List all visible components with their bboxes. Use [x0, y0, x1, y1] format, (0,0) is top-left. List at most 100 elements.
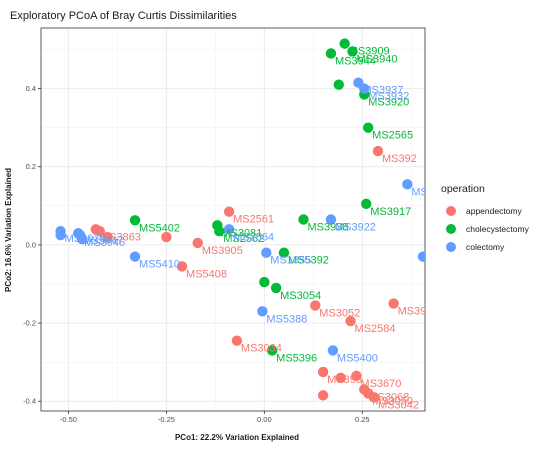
legend-label-appendectomy: appendectomy — [466, 206, 523, 216]
cholecystectomy-point — [270, 282, 282, 294]
cholecystectomy-point-label: MS3920 — [368, 96, 409, 108]
colectomy-point-label: MS3947 — [82, 235, 123, 247]
colectomy-point-label: MS5410 — [139, 259, 180, 271]
y-tick-label: 0.0 — [26, 240, 36, 249]
appendectomy-point-label: MS3050 — [372, 395, 413, 407]
colectomy-point-label: MS3922 — [335, 222, 376, 234]
colectomy-point-label: MS3932 — [368, 91, 409, 103]
x-tick-label: -0.50 — [60, 415, 77, 424]
colectomy-point-label: MS — [411, 186, 428, 198]
appendectomy-point — [317, 390, 329, 401]
cholecystectomy-point — [129, 215, 141, 226]
y-tick-label: 0.2 — [26, 162, 36, 171]
legend-label-colectomy: colectomy — [466, 242, 505, 252]
appendectomy-point-label: MS39 — [398, 306, 427, 318]
colectomy-point — [257, 306, 268, 317]
appendectomy-point-label: MS3042 — [378, 399, 419, 411]
appendectomy-point-label: MS5408 — [186, 268, 227, 280]
x-tick-label: 0.00 — [257, 415, 272, 424]
cholecystectomy-point — [333, 79, 344, 90]
y-axis-title: PCo2: 16.6% Variation Explained — [4, 168, 13, 292]
cholecystectomy-point — [214, 226, 225, 237]
legend: operation appendectomy cholecystectomy col… — [441, 183, 530, 252]
cholecystectomy-point-label: MS3940 — [357, 53, 398, 65]
appendectomy-point — [192, 237, 203, 249]
cholecystectomy-point-label: MS3909 — [349, 46, 390, 58]
appendectomy-point — [94, 226, 105, 237]
cholecystectomy-point-label: MS5396 — [276, 352, 317, 364]
cholecystectomy-point-label: MS2562 — [223, 233, 264, 245]
cholecystectomy-point — [266, 345, 278, 356]
cholecystectomy-point-label: MS5392 — [288, 255, 329, 267]
cholecystectomy-point — [361, 198, 372, 210]
appendectomy-point — [161, 231, 172, 243]
cholecystectomy-point — [347, 46, 358, 57]
chart-title: Exploratory PCoA of Bray Curtis Dissimil… — [10, 10, 237, 22]
legend-title: operation — [441, 183, 485, 195]
appendectomy-point-label: MS390 — [327, 374, 362, 386]
appendectomy-point — [351, 370, 362, 382]
colectomy-point-label: MS5400 — [337, 352, 378, 364]
appendectomy-point-label: MS3863 — [100, 231, 141, 243]
colectomy-point — [76, 233, 88, 245]
colectomy-point — [402, 179, 413, 190]
cholecystectomy-point — [259, 276, 270, 288]
colectomy-point — [129, 251, 141, 262]
x-tick-label: -0.25 — [158, 415, 175, 424]
cholecystectomy-point-label: MS3938 — [308, 222, 349, 234]
colectomy-point — [359, 83, 370, 94]
appendectomy-point — [335, 372, 346, 383]
appendectomy-point — [102, 231, 113, 243]
appendectomy-point-label: MS392 — [382, 153, 417, 165]
x-axis-title: PCo1: 22.2% Variation Explained — [175, 433, 299, 442]
legend-key-cholecystectomy — [446, 224, 456, 234]
appendectomy-point-label: MS3905 — [202, 245, 243, 257]
cholecystectomy-point — [278, 247, 290, 258]
legend-key-colectomy — [446, 242, 456, 252]
appendectomy-point — [310, 300, 321, 311]
appendectomy-point-label: MS3052 — [319, 307, 360, 319]
cholecystectomy-point-label: MS3944 — [335, 55, 376, 67]
cholecystectomy-point-label: MS5402 — [139, 222, 180, 234]
appendectomy-point-label: MS3034 — [241, 343, 282, 355]
appendectomy-point — [388, 298, 399, 309]
legend-label-cholecystectomy: cholecystectomy — [466, 224, 530, 234]
colectomy-point — [327, 345, 339, 356]
plot-border — [40, 27, 426, 412]
cholecystectomy-point — [325, 48, 337, 59]
y-tick-label: -0.2 — [23, 319, 36, 328]
cholecystectomy-point — [298, 214, 309, 225]
colectomy-point-label: MS3946 — [84, 237, 125, 249]
colectomy-point — [55, 229, 66, 241]
cholecystectomy-point-label: MS3917 — [370, 206, 411, 218]
colectomy-point-label: MS3070 — [65, 233, 106, 245]
appendectomy-point — [231, 335, 243, 346]
colectomy-point-label: MS5388 — [266, 313, 307, 325]
cholecystectomy-point-label: MS3054 — [280, 290, 321, 302]
appendectomy-point — [372, 145, 384, 157]
x-tick-label: 0.25 — [355, 415, 370, 424]
cholecystectomy-point — [362, 122, 374, 133]
y-tick-label: -0.4 — [23, 397, 36, 406]
cholecystectomy-point-label: MS3081 — [221, 227, 262, 239]
y-tick-label: 0.4 — [26, 84, 36, 93]
legend-key-appendectomy — [446, 206, 456, 216]
colectomy-point — [223, 224, 235, 235]
appendectomy-point — [345, 315, 356, 327]
appendectomy-point — [223, 206, 235, 217]
appendectomy-point-label: MS3068 — [368, 392, 409, 404]
plot-area: -0.50 -0.25 0.00 0.25 -0.4 -0.2 0.0 0.2 0.4 MS392… — [23, 27, 428, 424]
appendectomy-point — [176, 261, 188, 272]
colectomy-point — [417, 251, 425, 262]
appendectomy-point-label: MS2584 — [355, 323, 396, 335]
appendectomy-point-label: MS2561 — [233, 214, 274, 226]
appendectomy-point-label: MS3670 — [360, 378, 401, 390]
colectomy-point — [325, 214, 337, 225]
cholecystectomy-point-label: MS2565 — [372, 130, 413, 142]
appendectomy-point — [317, 366, 329, 378]
colectomy-point-label: MS3937 — [362, 85, 403, 97]
cholecystectomy-point — [339, 38, 350, 49]
